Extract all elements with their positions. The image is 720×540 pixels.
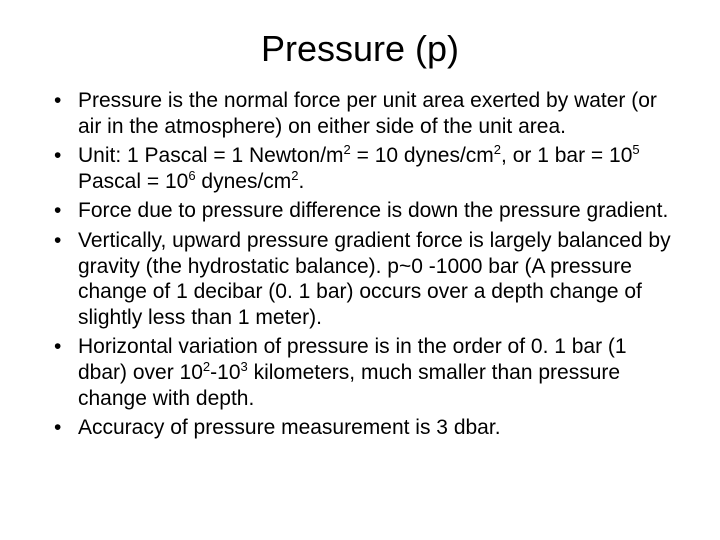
bullet-item: Pressure is the normal force per unit ar…: [50, 88, 680, 139]
superscript: 3: [241, 359, 248, 374]
bullet-item: Accuracy of pressure measurement is 3 db…: [50, 415, 680, 441]
slide: Pressure (p) Pressure is the normal forc…: [0, 0, 720, 540]
bullet-list: Pressure is the normal force per unit ar…: [40, 88, 680, 441]
bullet-item: Vertically, upward pressure gradient for…: [50, 228, 680, 330]
slide-title: Pressure (p): [40, 28, 680, 70]
bullet-item: Horizontal variation of pressure is in t…: [50, 334, 680, 411]
superscript: 6: [188, 168, 195, 183]
superscript: 2: [344, 142, 351, 157]
superscript: 5: [632, 142, 639, 157]
superscript: 2: [291, 168, 298, 183]
superscript: 2: [203, 359, 210, 374]
bullet-item: Force due to pressure difference is down…: [50, 198, 680, 224]
bullet-item: Unit: 1 Pascal = 1 Newton/m2 = 10 dynes/…: [50, 143, 680, 194]
superscript: 2: [494, 142, 501, 157]
